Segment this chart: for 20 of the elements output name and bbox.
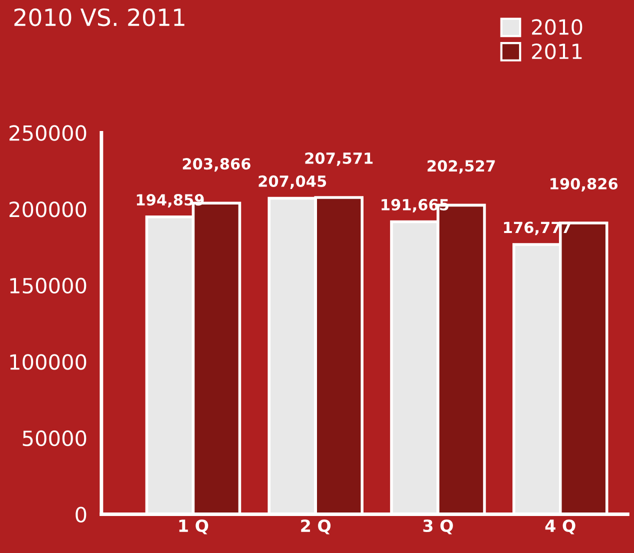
data-label: 191,665 <box>382 198 448 212</box>
x-tick-label: 4 Q <box>545 519 576 534</box>
legend-label: 2010 <box>532 19 582 35</box>
data-label: 202,527 <box>428 160 495 174</box>
chart-title: 2010 VS. 2011 <box>14 8 184 26</box>
data-label: 207,571 <box>305 152 373 166</box>
x-tick-label: 3 Q <box>423 519 453 534</box>
y-tick-label: 150000 <box>10 278 86 294</box>
x-tick-label: 1 Q <box>179 519 208 534</box>
y-tick-label: 250000 <box>10 125 86 141</box>
y-tick-label: 200000 <box>10 201 86 218</box>
y-tick-label: 0 <box>76 506 86 522</box>
x-tick-label: 2 Q <box>301 519 331 534</box>
data-label: 194,859 <box>136 194 204 208</box>
data-label: 190,826 <box>550 178 618 192</box>
legend-label: 2011 <box>532 43 582 60</box>
data-label: 203,866 <box>182 158 250 172</box>
data-label: 207,045 <box>258 175 326 189</box>
y-tick-label: 100000 <box>10 354 86 370</box>
y-tick-label: 50000 <box>22 430 86 446</box>
